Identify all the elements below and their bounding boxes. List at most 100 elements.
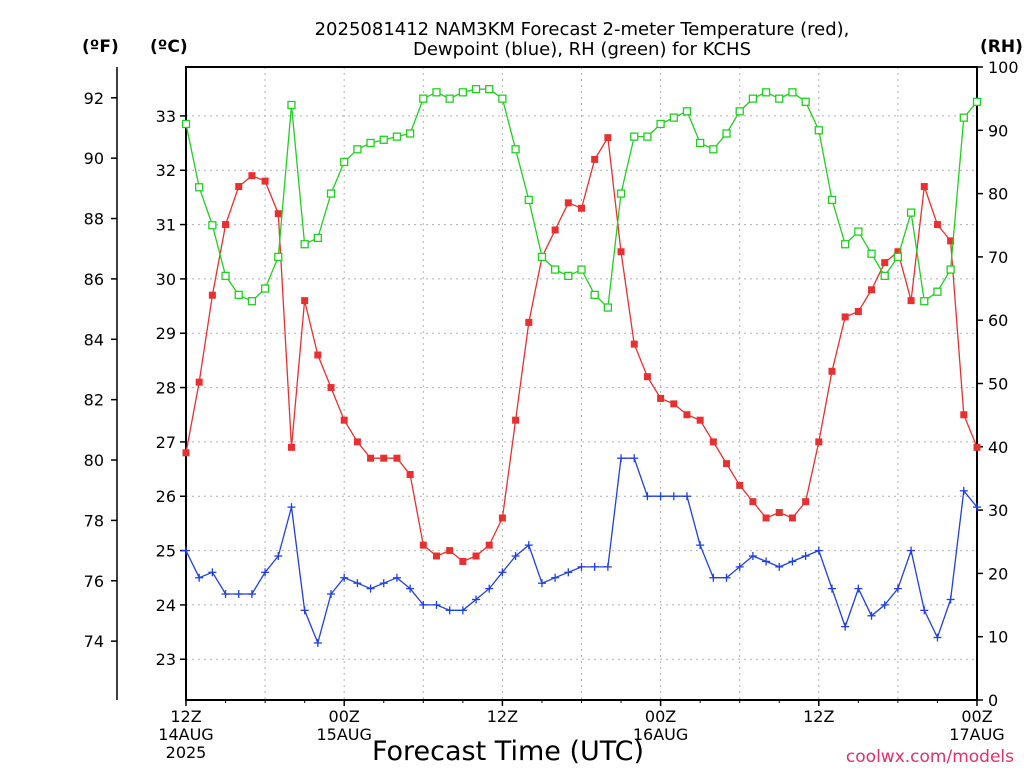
temperature-point bbox=[564, 199, 572, 207]
dewpoint-point bbox=[406, 584, 415, 593]
rh-point bbox=[221, 271, 230, 281]
rh-point bbox=[669, 113, 678, 122]
rh-point bbox=[761, 88, 771, 97]
dewpoint-point bbox=[182, 546, 190, 555]
rh-point bbox=[498, 94, 507, 103]
rh-tick-label: 10 bbox=[988, 628, 1008, 647]
dewpoint-point bbox=[854, 584, 863, 593]
dewpoint-point bbox=[762, 557, 771, 566]
temperature-point bbox=[340, 416, 348, 424]
temperature-point bbox=[367, 454, 375, 462]
rh-point bbox=[920, 297, 929, 306]
dewpoint-point bbox=[261, 568, 270, 577]
dewpoint-point bbox=[617, 454, 626, 463]
rh-point bbox=[880, 271, 889, 281]
temperature-point bbox=[274, 210, 282, 218]
rh-point bbox=[893, 252, 903, 262]
x-tick-label: 17AUG bbox=[949, 725, 1004, 744]
rh-point bbox=[603, 303, 613, 312]
rh-point bbox=[867, 249, 876, 258]
rh-point bbox=[946, 265, 955, 274]
rh-point bbox=[696, 138, 705, 148]
rh-point bbox=[524, 195, 533, 205]
rh-point bbox=[313, 233, 322, 243]
dewpoint-point bbox=[893, 584, 902, 593]
temperature-point bbox=[604, 134, 612, 142]
rh-tick-label: 40 bbox=[988, 438, 1008, 457]
dewpoint-point bbox=[300, 606, 309, 615]
rh-point bbox=[485, 85, 494, 94]
dewpoint-point bbox=[511, 552, 520, 561]
dewpoint-point bbox=[366, 584, 375, 593]
rh-point bbox=[682, 107, 692, 116]
temperature-point bbox=[683, 411, 691, 419]
x-tick-label: 12Z bbox=[803, 707, 834, 726]
rh-tick-label: 100 bbox=[988, 58, 1019, 77]
rh-point bbox=[379, 135, 388, 144]
dewpoint-point bbox=[234, 590, 243, 599]
rh-point bbox=[709, 145, 718, 154]
celsius-tick-label: 26 bbox=[156, 487, 176, 506]
rh-tick-label: 50 bbox=[988, 375, 1008, 394]
temperature-point bbox=[841, 313, 849, 321]
temperature-point bbox=[657, 394, 665, 402]
axes bbox=[111, 66, 983, 706]
x-tick-label: 12Z bbox=[487, 707, 518, 726]
fahrenheit-tick-label: 82 bbox=[84, 391, 104, 410]
dewpoint-point bbox=[577, 562, 586, 571]
rh-point bbox=[972, 97, 982, 106]
fahrenheit-tick-label: 92 bbox=[84, 89, 104, 108]
dewpoint-point bbox=[880, 600, 889, 609]
temperature-point bbox=[709, 438, 717, 446]
dewpoint-point bbox=[973, 503, 981, 512]
temperature-point bbox=[551, 226, 559, 234]
rh-point bbox=[366, 138, 375, 148]
rh-point bbox=[775, 94, 784, 103]
dewpoint-point bbox=[959, 486, 968, 495]
temperature-point bbox=[670, 400, 678, 408]
temperature-point bbox=[933, 221, 941, 229]
x-tick-label: 12Z bbox=[170, 707, 201, 726]
celsius-tick-label: 31 bbox=[156, 216, 176, 235]
celsius-tick-label: 32 bbox=[156, 161, 176, 180]
temperature-point bbox=[736, 481, 744, 489]
x-tick-label: 14AUG bbox=[158, 725, 213, 744]
dewpoint-point bbox=[537, 579, 546, 588]
dewpoint-point bbox=[735, 562, 744, 571]
temperature-point bbox=[696, 416, 704, 424]
rh-point bbox=[392, 132, 402, 141]
rh-point bbox=[208, 221, 217, 230]
dewpoint-point bbox=[841, 622, 850, 631]
grid-lines bbox=[186, 67, 977, 700]
rh-point bbox=[748, 94, 758, 103]
dewpoint-point bbox=[313, 638, 322, 647]
rh-point bbox=[181, 119, 191, 129]
temperature-point bbox=[630, 340, 638, 348]
rh-tick-label: 60 bbox=[988, 311, 1008, 330]
dewpoint-point bbox=[603, 562, 612, 571]
temperature-point bbox=[419, 541, 427, 549]
dewpoint-point bbox=[814, 546, 823, 555]
fahrenheit-tick-label: 76 bbox=[84, 572, 104, 591]
dewpoint-point bbox=[907, 546, 916, 555]
temperature-point bbox=[380, 454, 388, 462]
fahrenheit-tick-label: 90 bbox=[84, 149, 104, 168]
temperature-point bbox=[854, 308, 862, 316]
rh-tick-label: 80 bbox=[988, 185, 1008, 204]
celsius-tick-label: 25 bbox=[156, 542, 176, 561]
temperature-point bbox=[393, 454, 401, 462]
rh-point bbox=[445, 94, 454, 103]
dewpoint-point bbox=[643, 492, 652, 501]
temperature-point bbox=[762, 514, 770, 522]
celsius-tick-label: 23 bbox=[156, 650, 176, 669]
rh-point bbox=[287, 100, 296, 110]
temperature-point bbox=[459, 557, 467, 565]
rh-point bbox=[260, 284, 270, 293]
fahrenheit-axis-label: (ºF) bbox=[82, 37, 119, 57]
temperature-point bbox=[960, 411, 968, 419]
rh-point bbox=[458, 88, 468, 97]
fahrenheit-tick-label: 86 bbox=[84, 270, 104, 289]
dewpoint-point bbox=[340, 573, 349, 582]
temperature-point bbox=[920, 183, 928, 191]
rh-point bbox=[326, 189, 336, 198]
